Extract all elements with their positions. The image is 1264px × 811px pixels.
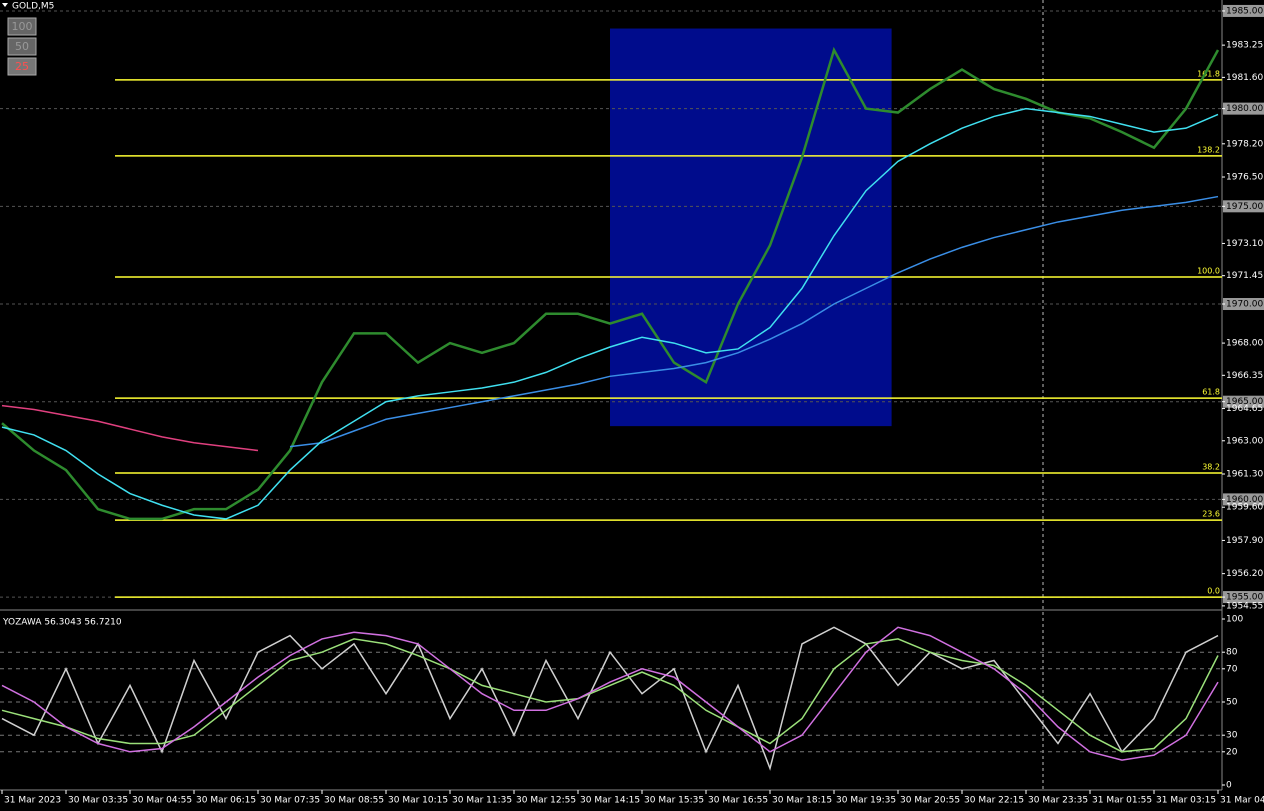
series-line — [1, 46, 1220, 521]
x-tick-label: 30 Mar 20:55 — [900, 796, 960, 806]
x-tick-label: 30 Mar 11:35 — [452, 796, 512, 806]
series-line — [1, 404, 259, 452]
x-tick-label: 30 Mar 10:15 — [388, 796, 448, 806]
series-line — [1, 107, 1219, 520]
y-tick-label: 1954.55 — [1226, 601, 1263, 611]
fib-label: 38.2 — [1202, 463, 1220, 472]
y-tick-label: 1981.60 — [1226, 73, 1263, 83]
y-tick-label: 1964.65 — [1226, 404, 1263, 414]
y-tick-label: 20 — [1226, 747, 1238, 757]
x-tick-label: 31 Mar 04:3 — [1220, 796, 1264, 806]
y-tick-label: 1966.35 — [1226, 371, 1263, 381]
y-tick-label: 1955.00 — [1226, 593, 1263, 603]
y-tick-label: 1959.60 — [1226, 503, 1263, 513]
price-label-box — [1223, 200, 1264, 213]
y-tick-label: 1971.45 — [1226, 271, 1263, 281]
x-tick-label: 31 Mar 2023 — [4, 796, 61, 806]
x-tick-label: 30 Mar 18:15 — [772, 796, 832, 806]
x-tick-label: 31 Mar 01:55 — [1092, 796, 1152, 806]
y-tick-label: 1961.30 — [1226, 469, 1263, 479]
x-tick-label: 30 Mar 03:35 — [68, 796, 128, 806]
y-tick-label: 1985.00 — [1226, 6, 1263, 16]
x-tick-label: 30 Mar 14:15 — [580, 796, 640, 806]
x-tick-label: 30 Mar 06:15 — [196, 796, 256, 806]
price-label-box — [1223, 591, 1264, 604]
x-tick-label: 30 Mar 16:55 — [708, 796, 768, 806]
x-tick-label: 30 Mar 12:55 — [516, 796, 576, 806]
price-label-box — [1223, 102, 1264, 115]
zoom-button[interactable] — [7, 17, 37, 36]
fib-label: 138.2 — [1197, 145, 1220, 154]
y-tick-label: 1983.25 — [1226, 41, 1263, 51]
y-tick-label: 1963.00 — [1226, 436, 1263, 446]
price-label-box — [1223, 298, 1264, 311]
session-box — [610, 28, 892, 427]
zoom-button-label: 100 — [12, 20, 33, 33]
x-tick-label: 30 Mar 15:35 — [644, 796, 704, 806]
x-tick-label: 30 Mar 08:55 — [324, 796, 384, 806]
price-label-box — [1223, 395, 1264, 408]
x-tick-label: 30 Mar 19:35 — [836, 796, 896, 806]
y-tick-label: 100 — [1226, 615, 1243, 625]
y-tick-label: 1976.50 — [1226, 173, 1263, 183]
y-tick-label: 1970.00 — [1226, 300, 1263, 310]
y-tick-label: 1980.00 — [1226, 104, 1263, 114]
y-tick-label: 70 — [1226, 664, 1238, 674]
fib-label: 61.8 — [1202, 388, 1220, 397]
y-tick-label: 1978.20 — [1226, 139, 1263, 149]
price-label-box — [1223, 4, 1264, 17]
y-tick-label: 1956.20 — [1226, 569, 1263, 579]
zoom-button[interactable] — [7, 37, 37, 56]
zoom-button[interactable] — [7, 57, 37, 76]
y-tick-label: 30 — [1226, 731, 1238, 741]
x-tick-label: 30 Mar 07:35 — [260, 796, 320, 806]
y-tick-label: 1973.10 — [1226, 239, 1263, 249]
x-tick-label: 31 Mar 03:15 — [1156, 796, 1216, 806]
symbol-title: GOLD,M5 — [12, 2, 54, 12]
series-line — [289, 195, 1219, 448]
menu-icon[interactable] — [2, 3, 8, 7]
y-tick-label: 1960.00 — [1226, 495, 1263, 505]
series-line — [1, 626, 1219, 761]
fib-label: 100.0 — [1197, 267, 1220, 276]
y-tick-label: 50 — [1226, 698, 1238, 708]
y-tick-label: 1957.90 — [1226, 536, 1263, 546]
y-tick-label: 1965.00 — [1226, 397, 1263, 407]
y-tick-label: 1975.00 — [1226, 202, 1263, 212]
fib-label: 23.6 — [1202, 510, 1220, 519]
series-line — [1, 626, 1219, 771]
fib-label: 0.0 — [1207, 587, 1220, 596]
fib-label: 161.8 — [1197, 69, 1220, 78]
price-label-box — [1223, 493, 1264, 506]
indicator-title: YOZAWA 56.3043 56.7210 — [2, 618, 122, 628]
x-tick-label: 30 Mar 22:15 — [964, 796, 1024, 806]
x-tick-label: 30 Mar 04:55 — [132, 796, 192, 806]
y-tick-label: 80 — [1226, 648, 1238, 658]
zoom-button-label: 50 — [15, 40, 29, 53]
y-tick-label: 1968.00 — [1226, 339, 1263, 349]
y-tick-label: 0 — [1226, 781, 1232, 791]
x-tick-label: 30 Mar 23:35 — [1028, 796, 1088, 806]
series-line — [1, 638, 1219, 753]
zoom-button-label: 25 — [15, 60, 29, 73]
